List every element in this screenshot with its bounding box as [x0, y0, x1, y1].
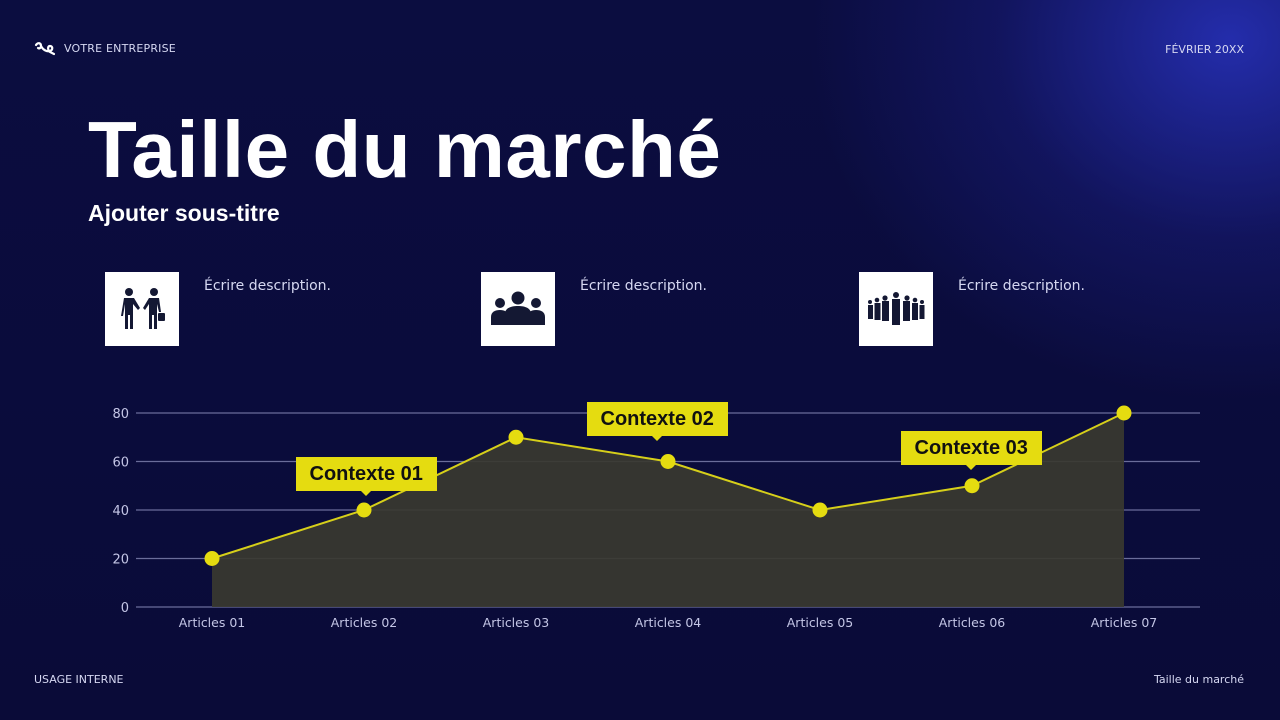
y-tick-label: 0 [121, 601, 129, 616]
callout-label: Contexte 03 [900, 431, 1042, 465]
x-tick-label: Articles 05 [787, 615, 854, 630]
y-tick-label: 40 [112, 504, 129, 519]
page-title: Taille du marché [88, 105, 722, 194]
page-subtitle: Ajouter sous-titre [88, 200, 280, 226]
data-point-marker [204, 551, 220, 566]
date-label: FÉVRIER 20XX [1165, 43, 1244, 56]
data-point-marker [508, 429, 524, 445]
x-tick-label: Articles 03 [483, 615, 550, 630]
data-point-marker [964, 478, 980, 494]
handshake-businessmen-icon [105, 272, 179, 346]
footer-slide-title: Taille du marché [1153, 673, 1244, 686]
y-axis-labels: 0 20 40 60 80 [112, 407, 129, 616]
crowd-of-people-icon [859, 272, 933, 346]
y-tick-label: 80 [112, 407, 129, 422]
company-name: VOTRE ENTREPRISE [64, 41, 176, 55]
y-tick-label: 20 [112, 553, 129, 568]
description-card-3: Écrire description. [859, 272, 1085, 346]
team-of-three-icon [481, 272, 555, 346]
callout-label: Contexte 02 [586, 402, 728, 436]
data-point-marker [812, 502, 828, 518]
x-tick-label: Articles 06 [939, 615, 1006, 630]
brand: VOTRE ENTREPRISE [34, 40, 176, 56]
data-points [204, 405, 1132, 566]
card-description: Écrire description. [204, 278, 331, 294]
data-point-marker [660, 454, 676, 469]
footer-classification: USAGE INTERNE [34, 673, 124, 686]
callout-label: Contexte 01 [295, 457, 437, 491]
card-description: Écrire description. [958, 278, 1085, 294]
area-fill [212, 413, 1124, 607]
card-description: Écrire description. [580, 278, 707, 294]
data-point-marker [356, 502, 372, 518]
description-card-1: Écrire description. [105, 272, 331, 346]
x-tick-label: Articles 07 [1091, 615, 1158, 630]
x-tick-label: Articles 02 [331, 615, 398, 630]
y-tick-label: 60 [112, 456, 129, 471]
data-point-marker [1116, 405, 1132, 421]
x-tick-label: Articles 04 [635, 615, 702, 630]
x-axis-labels: Articles 01 Articles 02 Articles 03 Article… [179, 615, 1158, 630]
description-card-2: Écrire description. [481, 272, 707, 346]
x-tick-label: Articles 01 [179, 615, 246, 630]
stylized-swirl-logo-icon [34, 42, 56, 56]
